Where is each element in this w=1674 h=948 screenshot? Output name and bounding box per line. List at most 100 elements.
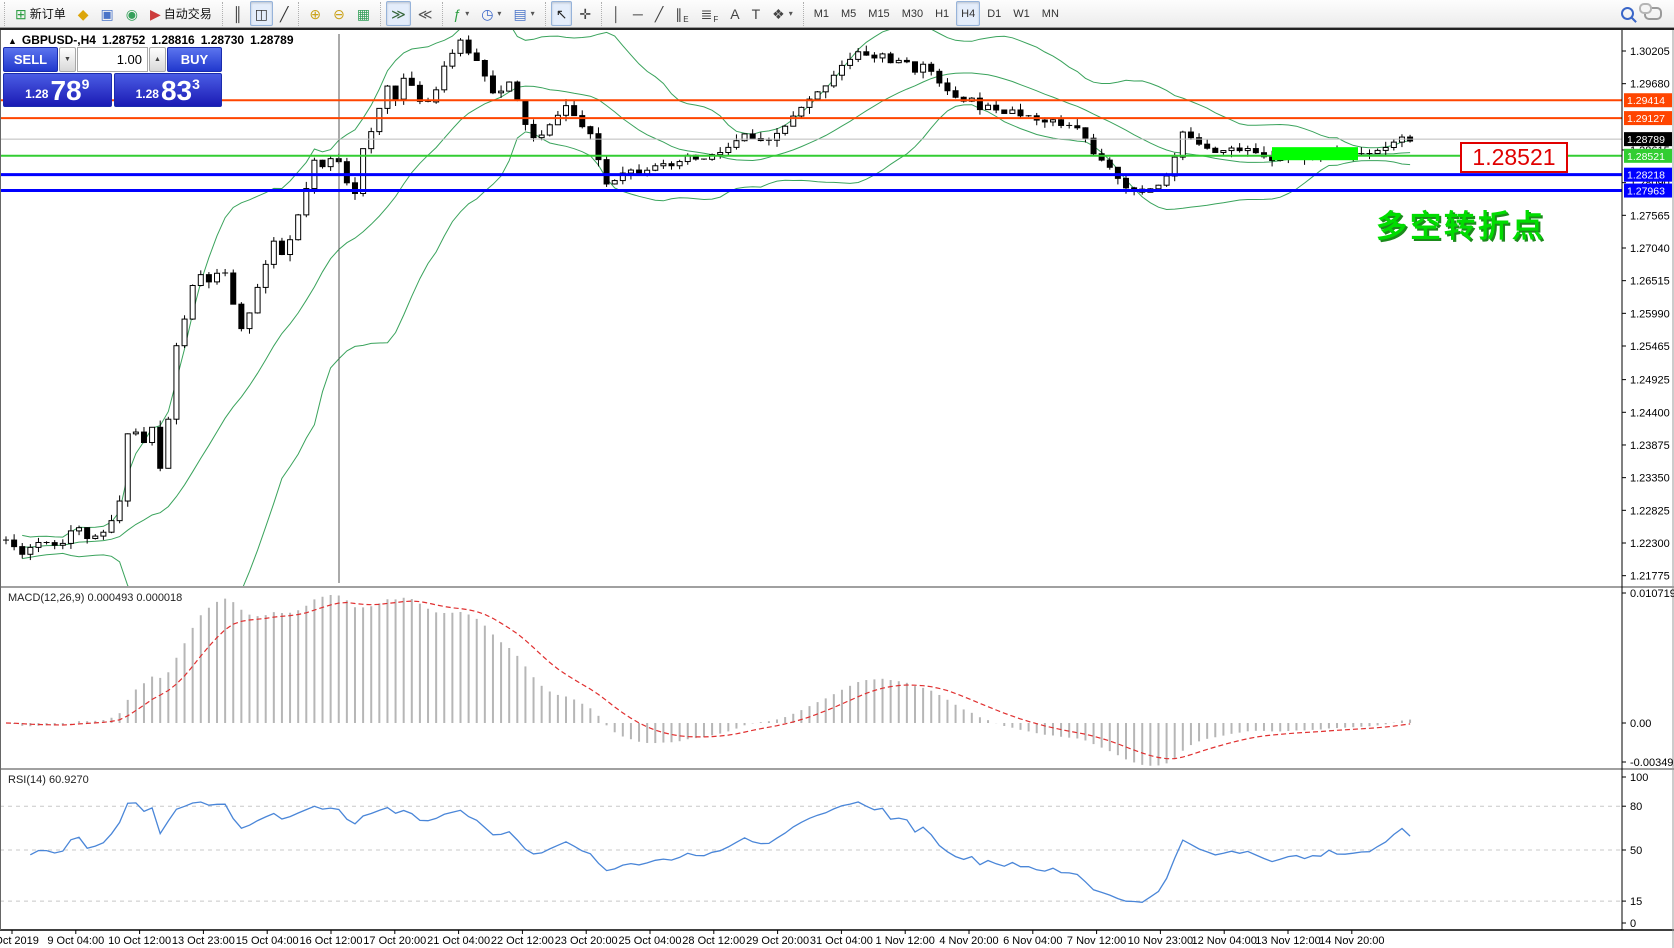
timeframe-m5-button[interactable]: M5 bbox=[836, 1, 861, 26]
ohlc-open: 1.28752 bbox=[101, 33, 146, 47]
periods-button[interactable]: ◷ ▾ bbox=[476, 1, 506, 26]
new-order-button[interactable]: ⊞ 新订单 bbox=[10, 1, 71, 26]
horizontal-line-button[interactable]: ─ bbox=[628, 1, 648, 26]
price-level-label: 1.29127 bbox=[1624, 111, 1672, 126]
svg-text:100: 100 bbox=[1630, 772, 1648, 784]
new-order-label: 新订单 bbox=[29, 7, 66, 21]
timeframe-m30-button[interactable]: M30 bbox=[897, 1, 928, 26]
svg-text:1.26515: 1.26515 bbox=[1630, 276, 1670, 288]
svg-text:1.22300: 1.22300 bbox=[1630, 538, 1670, 550]
timeframe-m15-button[interactable]: M15 bbox=[863, 1, 894, 26]
svg-text:1.23875: 1.23875 bbox=[1630, 440, 1670, 452]
svg-text:6 Nov 04:00: 6 Nov 04:00 bbox=[1003, 935, 1062, 947]
buy-button[interactable]: BUY bbox=[167, 47, 222, 72]
timeframe-toolbar: M1 M5 M15 M30 H1 H4 D1 W1 MN bbox=[802, 1, 1069, 26]
macd-pane[interactable] bbox=[5, 595, 1412, 766]
terminal-icon: ▣ bbox=[100, 5, 114, 22]
svg-text:9 Oct 04:00: 9 Oct 04:00 bbox=[47, 935, 104, 947]
chart-shift-button[interactable]: ≪ bbox=[413, 1, 438, 26]
metaeditor-button[interactable]: ◆ bbox=[73, 1, 94, 26]
svg-text:15 Oct 04:00: 15 Oct 04:00 bbox=[236, 935, 299, 947]
timeframe-h4-button[interactable]: H4 bbox=[956, 1, 981, 26]
crosshair-button[interactable]: ✛ bbox=[574, 1, 596, 26]
fibonacci-sub-label: F bbox=[713, 15, 719, 24]
timeframe-label: M5 bbox=[841, 7, 857, 20]
metaeditor-icon: ◆ bbox=[77, 5, 89, 22]
periods-icon: ◷ bbox=[481, 5, 494, 22]
turning-point-note[interactable]: 多空转折点 bbox=[1376, 209, 1546, 244]
sell-price-button[interactable]: 1.28 78 9 bbox=[3, 73, 112, 107]
sell-button[interactable]: SELL bbox=[3, 47, 58, 72]
svg-text:4 Nov 20:00: 4 Nov 20:00 bbox=[939, 935, 998, 947]
timeframe-label: D1 bbox=[987, 7, 1002, 20]
toolbar: ⊞ 新订单 ◆ ▣ ◉ ▶ 自动交易 ║ ◫ ╱ ⊕ ⊖ ▦ ≫ ≪ ƒ ▾ ◷ ▾ ▤ ▾ ↖ ✛ │ ─ ╱ ∥ E ≣ F A T ❖ ▾ M… bbox=[0, 0, 1674, 28]
bar-chart-style-button[interactable]: ║ bbox=[228, 1, 248, 26]
cursor-button[interactable]: ↖ bbox=[550, 1, 573, 26]
macd-label: MACD(12,26,9) 0.000493 0.000018 bbox=[8, 592, 182, 604]
horizontal-line-objects[interactable] bbox=[0, 99, 1622, 193]
svg-text:1.21775: 1.21775 bbox=[1630, 571, 1670, 583]
periods-dropdown-arrow[interactable]: ▾ bbox=[497, 9, 502, 18]
zoom-out-button[interactable]: ⊖ bbox=[328, 1, 350, 26]
indicators-dropdown-arrow[interactable]: ▾ bbox=[465, 9, 470, 18]
price-axis[interactable]: 1.302051.296801.286151.280901.275651.270… bbox=[1621, 30, 1674, 930]
tile-windows-button[interactable]: ▦ bbox=[352, 1, 375, 26]
buy-price-button[interactable]: 1.28 83 3 bbox=[113, 73, 222, 107]
trendline-button[interactable]: ╱ bbox=[650, 1, 668, 26]
volume-increase-button[interactable]: ▲ bbox=[149, 47, 166, 72]
buy-price-prefix: 1.28 bbox=[135, 87, 159, 102]
bollinger-band-line bbox=[22, 30, 1411, 538]
ohlc-low: 1.28730 bbox=[200, 33, 245, 47]
volume-input[interactable]: 1.00 bbox=[77, 47, 148, 72]
rsi-pane[interactable] bbox=[0, 801, 1622, 903]
svg-text:7 Nov 12:00: 7 Nov 12:00 bbox=[1067, 935, 1126, 947]
timeframe-h1-button[interactable]: H1 bbox=[930, 1, 954, 26]
timeframe-w1-button[interactable]: W1 bbox=[1008, 1, 1035, 26]
svg-text:14 Nov 20:00: 14 Nov 20:00 bbox=[1319, 935, 1384, 947]
indicators-button[interactable]: ƒ ▾ bbox=[448, 1, 474, 26]
zoom-out-icon: ⊖ bbox=[333, 5, 345, 22]
equidistant-channel-button[interactable]: ∥ E bbox=[670, 1, 693, 26]
arrows-list-button[interactable]: ❖ ▾ bbox=[767, 1, 798, 26]
buy-price-pip: 3 bbox=[192, 76, 200, 92]
arrows-list-dropdown-arrow[interactable]: ▾ bbox=[788, 9, 793, 18]
svg-text:15: 15 bbox=[1630, 896, 1642, 908]
zoom-in-button[interactable]: ⊕ bbox=[304, 1, 326, 26]
timeframe-mn-button[interactable]: MN bbox=[1037, 1, 1064, 26]
svg-text:17 Oct 20:00: 17 Oct 20:00 bbox=[363, 935, 426, 947]
auto-scroll-button[interactable]: ≫ bbox=[386, 1, 411, 26]
chat-icon[interactable] bbox=[1639, 3, 1662, 20]
volume-decrease-button[interactable]: ▼ bbox=[59, 47, 76, 72]
candlestick-style-button[interactable]: ◫ bbox=[249, 1, 273, 26]
zoom-in-icon: ⊕ bbox=[309, 5, 322, 22]
svg-text:23 Oct 20:00: 23 Oct 20:00 bbox=[555, 935, 618, 947]
line-chart-style-button[interactable]: ╱ bbox=[275, 1, 293, 26]
timeframe-label: M1 bbox=[813, 7, 829, 20]
timeframe-d1-button[interactable]: D1 bbox=[982, 1, 1006, 26]
autotrading-button[interactable]: ▶ 自动交易 bbox=[145, 1, 217, 26]
signals-button[interactable]: ◉ bbox=[121, 1, 143, 26]
price-callout-box[interactable]: 1.28521 bbox=[1460, 142, 1568, 173]
auto-scroll-icon: ≫ bbox=[391, 5, 406, 22]
fibonacci-button[interactable]: ≣ F bbox=[696, 1, 724, 26]
terminal-button[interactable]: ▣ bbox=[96, 1, 119, 26]
templates-dropdown-arrow[interactable]: ▾ bbox=[530, 9, 535, 18]
arrows-list-icon: ❖ bbox=[772, 5, 785, 22]
text-button[interactable]: A bbox=[725, 1, 744, 26]
vertical-line-button[interactable]: │ bbox=[607, 1, 626, 26]
templates-button[interactable]: ▤ ▾ bbox=[508, 1, 539, 26]
timeframe-label: M15 bbox=[868, 7, 890, 20]
highlight-rectangle-object[interactable] bbox=[1272, 147, 1358, 161]
timeframe-m1-button[interactable]: M1 bbox=[809, 1, 834, 26]
new-order-icon: ⊞ bbox=[15, 5, 27, 22]
search-icon[interactable] bbox=[1621, 7, 1634, 20]
svg-text:1.27565: 1.27565 bbox=[1630, 210, 1670, 222]
main-price-pane[interactable] bbox=[0, 16, 1622, 634]
collapse-panel-arrow[interactable]: ▲ bbox=[8, 36, 17, 46]
svg-text:1.30205: 1.30205 bbox=[1630, 46, 1670, 58]
timeframe-label: H4 bbox=[961, 7, 976, 20]
text-label-button[interactable]: T bbox=[747, 1, 766, 26]
